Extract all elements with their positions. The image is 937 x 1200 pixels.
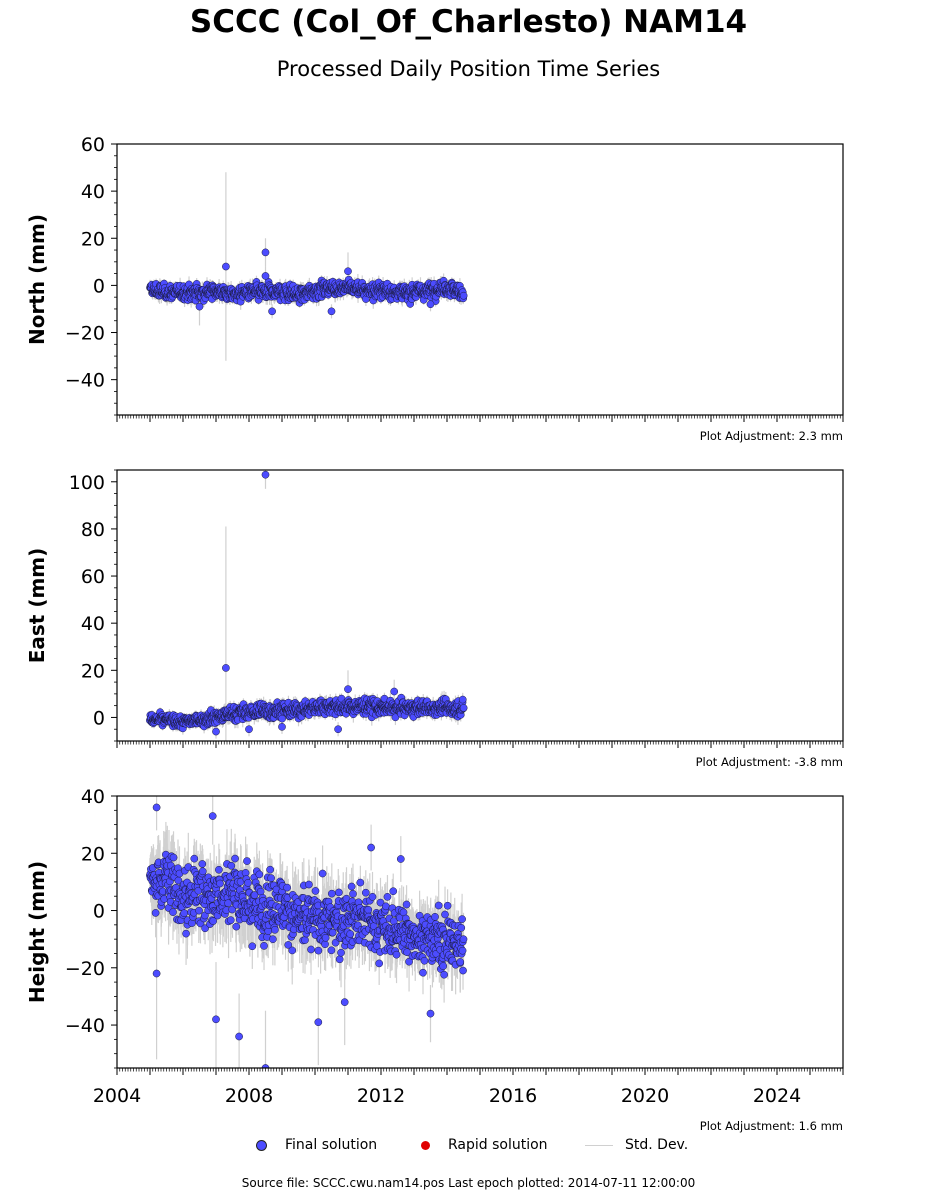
plot-adjustment-note: Plot Adjustment: 2.3 mm — [700, 429, 843, 443]
data-point — [459, 704, 468, 712]
y-tick-label: 40 — [81, 613, 105, 635]
data-point — [391, 713, 400, 722]
plot-area — [146, 470, 468, 741]
chart-subtitle: Processed Daily Position Time Series — [276, 57, 661, 81]
data-point — [278, 723, 286, 731]
data-point — [245, 725, 253, 734]
y-tick-label: 100 — [69, 472, 105, 494]
panel-2: 0 20 40 60 80 100 East (mm) Plot Adjustment: -3… — [25, 469, 844, 769]
y-tick-label: 0 — [93, 275, 105, 297]
y-axis-label: East (mm) — [25, 548, 49, 664]
y-tick-label: 60 — [81, 566, 105, 588]
data-point — [212, 727, 220, 736]
data-point — [344, 685, 352, 694]
y-tick-label: 20 — [81, 228, 105, 250]
chart-title: SCCC (Col_Of_Charlesto) NAM14 — [189, 4, 748, 40]
data-point — [278, 714, 286, 723]
y-tick-label: 40 — [81, 181, 105, 203]
plot-adjustment-note: Plot Adjustment: -3.8 mm — [696, 755, 843, 769]
plot-area — [146, 172, 468, 361]
data-point — [195, 302, 204, 311]
data-point — [268, 307, 276, 316]
data-point — [327, 307, 336, 316]
data-point — [261, 272, 270, 280]
panel-1: −40 −20 0 20 40 60 North (mm) Plot Adjustment: … — [25, 134, 844, 443]
data-point — [344, 267, 352, 276]
plot-area — [146, 796, 468, 1068]
data-point — [261, 470, 270, 479]
y-tick-label: 0 — [93, 707, 105, 729]
y-tick-label: −20 — [65, 323, 105, 345]
y-tick-label: −40 — [65, 370, 105, 392]
data-point — [334, 725, 342, 734]
y-tick-label: 60 — [81, 134, 105, 156]
data-point — [390, 687, 399, 696]
y-tick-label: 80 — [81, 519, 105, 541]
data-point — [458, 695, 467, 704]
y-tick-label: 20 — [81, 660, 105, 682]
data-point — [222, 262, 230, 271]
y-axis-label: North (mm) — [25, 214, 49, 345]
data-point — [426, 300, 435, 309]
data-point — [459, 291, 468, 300]
data-point — [222, 664, 230, 672]
data-point — [261, 248, 270, 257]
